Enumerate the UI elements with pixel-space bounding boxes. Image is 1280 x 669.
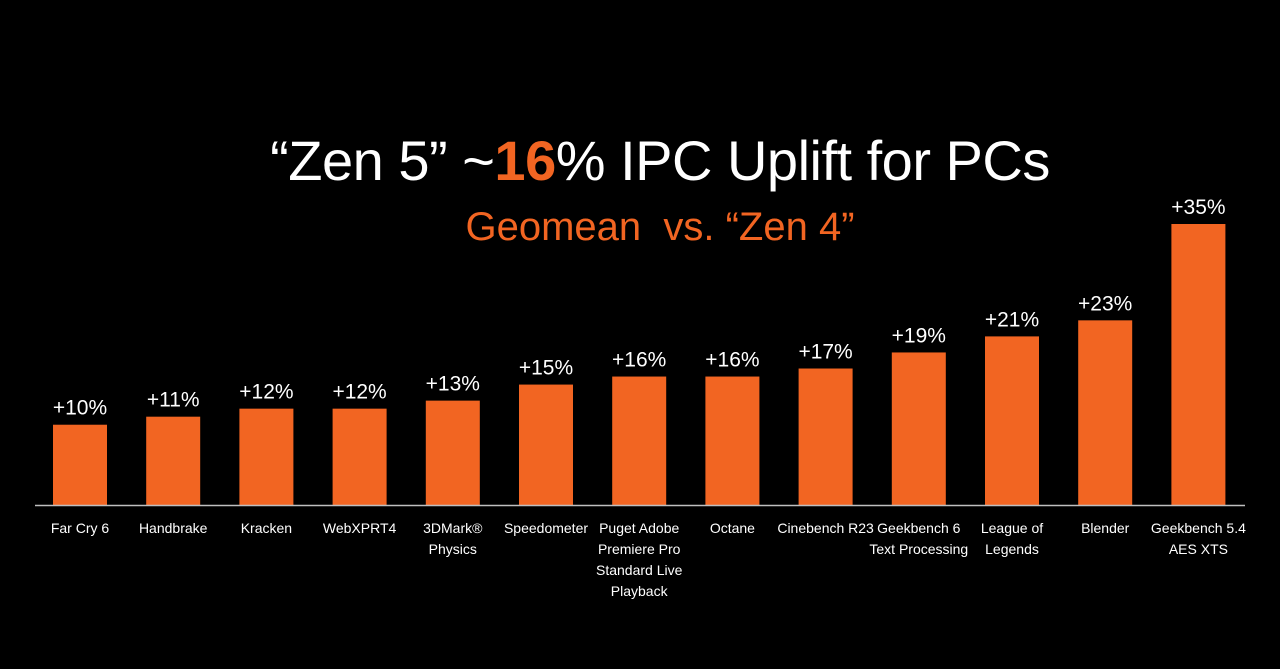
- category-label-line: Speedometer: [504, 520, 588, 536]
- category-label-line: Premiere Pro: [598, 541, 681, 557]
- category-label-line: Text Processing: [869, 541, 968, 557]
- bar: [1171, 224, 1226, 505]
- bar: [146, 416, 201, 505]
- category-label-line: Geekbench 6: [877, 520, 960, 536]
- title-prefix: “Zen 5” ~: [270, 129, 495, 192]
- data-label: +10%: [53, 397, 107, 420]
- category-label: Octane: [710, 520, 755, 536]
- bar: [891, 352, 946, 505]
- data-label: +11%: [147, 389, 200, 412]
- bar: [612, 376, 667, 505]
- category-label: Geekbench 6 Text Processing: [869, 520, 968, 557]
- data-label: +21%: [985, 308, 1039, 331]
- category-label: 3DMark® Physics: [423, 520, 483, 557]
- category-label: Blender: [1081, 520, 1130, 536]
- title-highlight: 16: [494, 129, 556, 192]
- bar: [332, 408, 387, 505]
- category-label-line: League of: [981, 520, 1043, 536]
- category-label-line: Octane: [710, 520, 755, 536]
- category-label-line: Handbrake: [139, 520, 208, 536]
- slide-subtitle: Geomean vs. “Zen 4”: [465, 205, 855, 249]
- bar: [519, 384, 573, 505]
- category-label: League of Legends: [981, 520, 1043, 557]
- bar: [239, 408, 294, 505]
- data-label: +16%: [705, 349, 759, 372]
- category-label: Geekbench 5.4 AES XTS: [1151, 520, 1246, 557]
- category-label-line: Puget Adobe: [599, 520, 679, 536]
- category-label: Handbrake: [139, 520, 208, 536]
- category-label: Cinebench R23: [777, 520, 874, 536]
- bar: [705, 376, 760, 505]
- category-label-line: Playback: [611, 583, 669, 599]
- category-label-line: Physics: [429, 541, 477, 557]
- data-label: +35%: [1171, 196, 1225, 219]
- data-label: +15%: [519, 357, 573, 380]
- bar: [53, 424, 107, 505]
- bar: [1078, 320, 1133, 505]
- bar: [985, 336, 1039, 505]
- title-suffix: % IPC Uplift for PCs: [555, 129, 1051, 192]
- category-label-line: Cinebench R23: [777, 520, 874, 536]
- category-label-line: WebXPRT4: [323, 520, 397, 536]
- category-label-line: 3DMark®: [423, 520, 483, 536]
- category-label-line: Standard Live: [596, 562, 683, 578]
- data-label: +19%: [892, 324, 946, 347]
- data-label: +12%: [239, 381, 293, 404]
- category-label-line: Blender: [1081, 520, 1130, 536]
- category-label: Speedometer: [504, 520, 588, 536]
- data-label: +17%: [798, 341, 852, 364]
- bar: [425, 400, 480, 505]
- category-label-line: Geekbench 5.4: [1151, 520, 1246, 536]
- data-label: +13%: [426, 373, 480, 396]
- category-label: Far Cry 6: [51, 520, 110, 536]
- category-label-line: AES XTS: [1169, 541, 1228, 557]
- data-label: +12%: [332, 381, 386, 404]
- category-label-line: Kracken: [241, 520, 292, 536]
- category-label-line: Legends: [985, 541, 1039, 557]
- bar: [798, 368, 853, 505]
- slide-title: “Zen 5” ~16% IPC Uplift for PCs: [0, 128, 1280, 193]
- category-label-line: Far Cry 6: [51, 520, 110, 536]
- category-label: Kracken: [241, 520, 292, 536]
- data-label: +23%: [1078, 292, 1132, 315]
- data-label: +16%: [612, 349, 666, 372]
- category-label: Puget Adobe Premiere Pro Standard Live Play…: [596, 520, 683, 599]
- category-label: WebXPRT4: [323, 520, 397, 536]
